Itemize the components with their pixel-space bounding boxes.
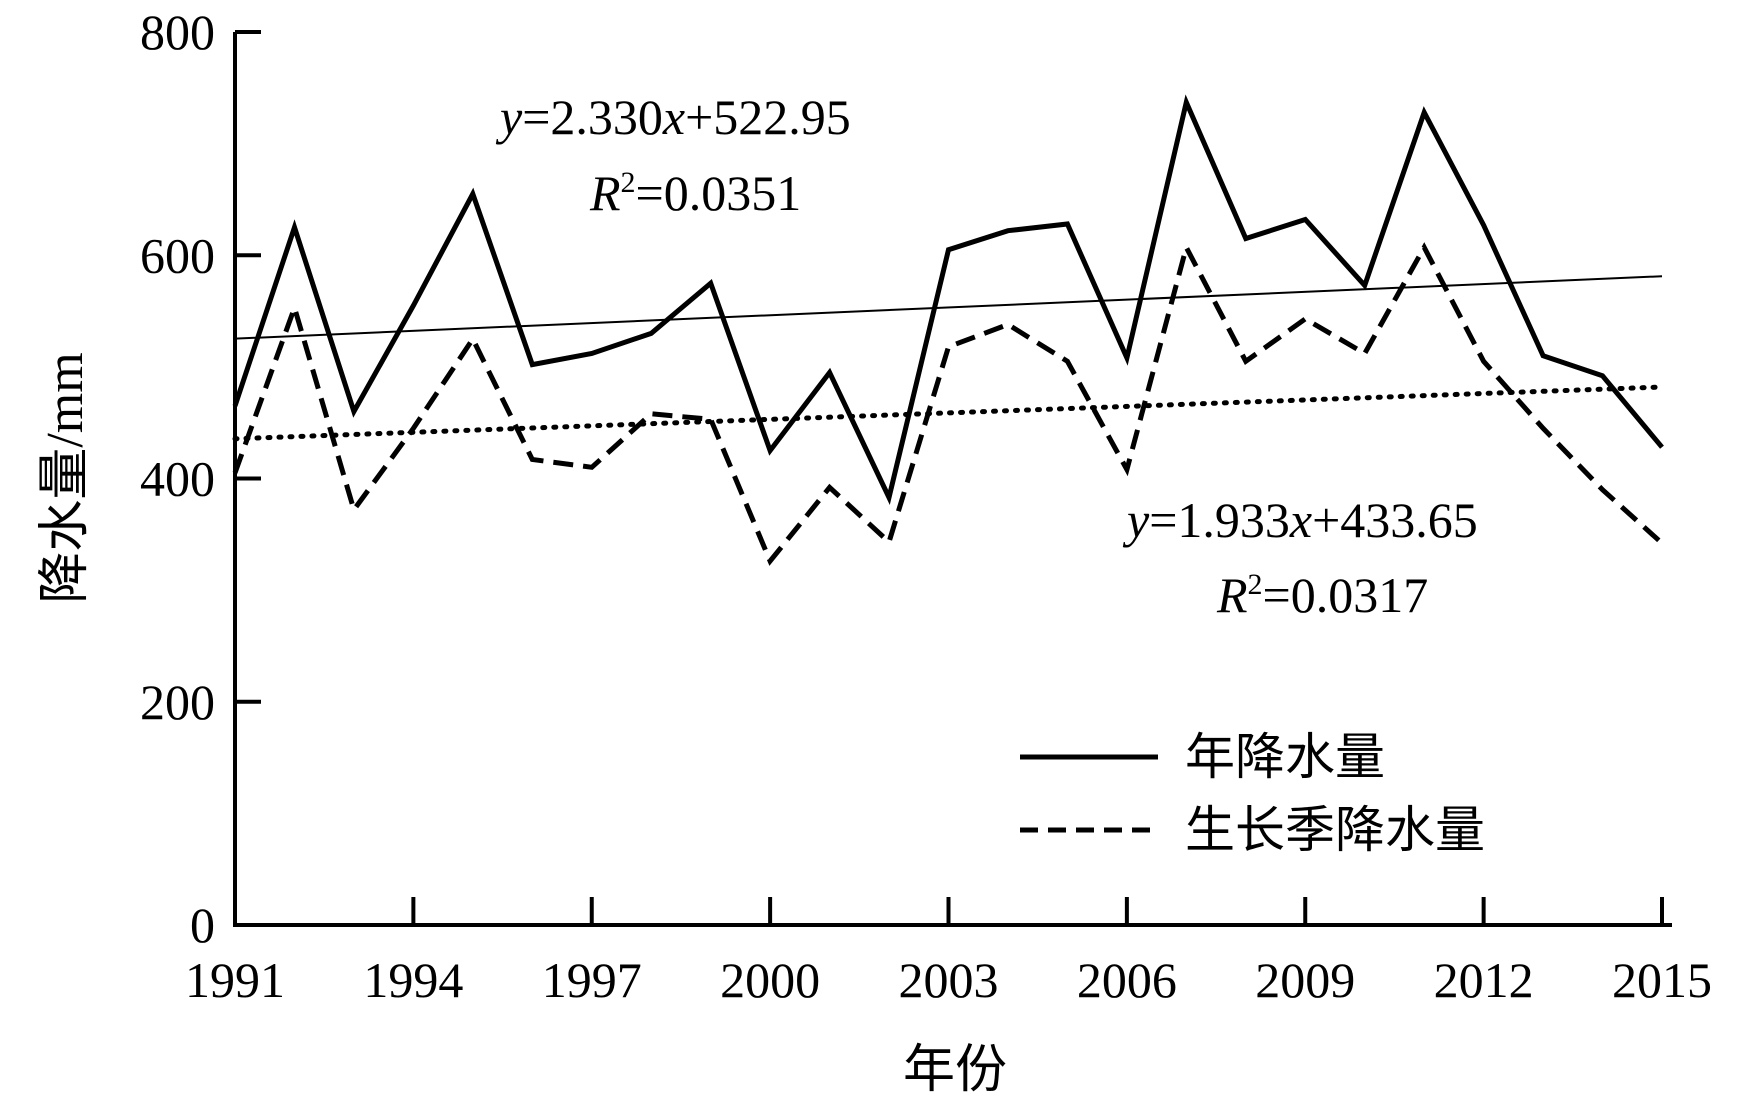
legend: 年降水量 生长季降水量 — [1020, 729, 1485, 858]
trendline-growing-season — [232, 384, 1665, 442]
y-tick-label: 400 — [140, 451, 215, 507]
x-tick-label: 2003 — [899, 952, 999, 1008]
x-tick-label: 2009 — [1255, 952, 1355, 1008]
series-layer — [232, 94, 1664, 566]
y-tick-label: 600 — [140, 227, 215, 283]
eq-y-var: y — [495, 89, 523, 145]
r2-value: =0.0351 — [636, 165, 802, 221]
trendline-layer — [232, 275, 1665, 442]
trendline-r2-annual: R2=0.0351 — [589, 165, 801, 221]
eq-x-var: x — [1289, 492, 1312, 548]
x-tick-label: 1997 — [542, 952, 642, 1008]
tick-layer: 0 200 400 600 800 1991 1994 1997 2000 2003 2006 200… — [140, 4, 1712, 1008]
y-tick-label: 200 — [140, 674, 215, 730]
r2-value: =0.0317 — [1263, 567, 1429, 623]
r2-superscript: 2 — [621, 166, 636, 199]
y-tick-label: 0 — [190, 897, 215, 953]
x-tick-label: 2006 — [1077, 952, 1177, 1008]
eq-coef: =2.330 — [522, 89, 663, 145]
x-tick-label: 2000 — [720, 952, 820, 1008]
y-axis-title: 降水量/mm — [37, 352, 94, 603]
eq-coef: =1.933 — [1149, 492, 1290, 548]
series-annual-line — [232, 94, 1664, 505]
x-tick-label: 1994 — [363, 952, 463, 1008]
x-tick-label: 2015 — [1612, 952, 1712, 1008]
x-tick-label: 1991 — [185, 952, 285, 1008]
series-growing-season-line — [232, 240, 1664, 566]
trendline-r2-growing-season: R2=0.0317 — [1216, 567, 1428, 623]
trendline-equation-growing-season: y=1.933x+433.65 — [1122, 492, 1478, 548]
trendline-equation-annual: y=2.330x+522.95 — [495, 89, 851, 145]
legend-label-growing-season: 生长季降水量 — [1185, 802, 1485, 858]
eq-intercept: +522.95 — [685, 89, 851, 145]
y-tick-label: 800 — [140, 4, 215, 60]
eq-x-var: x — [662, 89, 685, 145]
legend-label-annual: 年降水量 — [1185, 729, 1385, 785]
r2-symbol: R — [1216, 567, 1248, 623]
x-tick-label: 2012 — [1434, 952, 1534, 1008]
eq-intercept: +433.65 — [1312, 492, 1478, 548]
trendline-annual — [234, 275, 1663, 340]
x-axis-title: 年份 — [903, 1042, 1007, 1099]
r2-superscript: 2 — [1248, 568, 1263, 601]
r2-symbol: R — [589, 165, 621, 221]
eq-y-var: y — [1122, 492, 1150, 548]
